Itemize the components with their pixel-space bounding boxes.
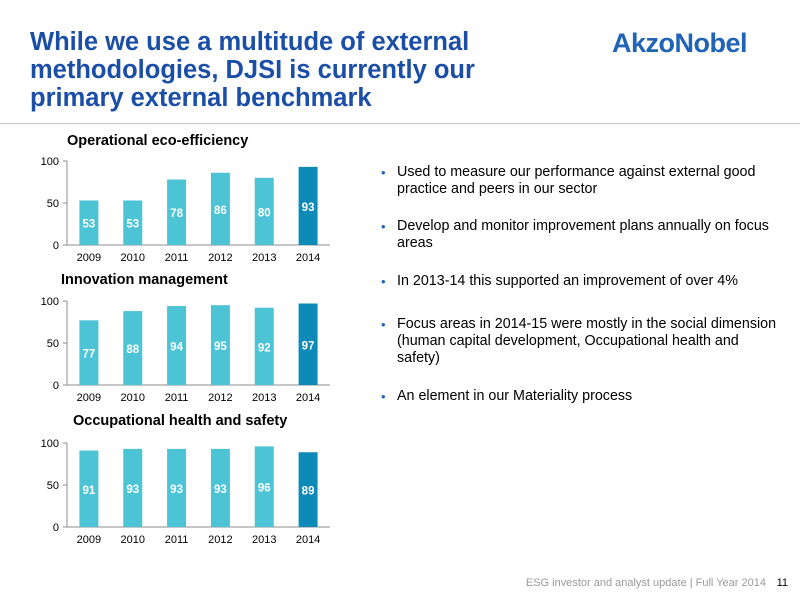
x-tick-label: 2012 <box>208 252 232 264</box>
bar-2013 <box>254 307 274 385</box>
x-tick-label: 2014 <box>296 534 320 546</box>
data-label: 86 <box>214 205 227 217</box>
page-number: 11 <box>776 577 788 589</box>
data-label: 92 <box>258 342 271 354</box>
x-tick-label: 2011 <box>165 392 189 404</box>
x-tick-label: 2011 <box>165 534 189 546</box>
bullet-item: • Focus areas in 2014-15 were mostly in t… <box>379 316 779 367</box>
y-tick-label: 50 <box>47 480 59 492</box>
bullet-item: • Develop and monitor improvement plans a… <box>379 218 779 252</box>
bar-2010 <box>123 448 143 527</box>
x-tick-label: 2013 <box>252 534 276 546</box>
x-tick-label: 2010 <box>121 392 145 404</box>
bar-2009 <box>79 200 99 245</box>
bullet-text: Focus areas in 2014-15 were mostly in th… <box>397 316 777 366</box>
chart-title-eco-efficiency: Operational eco-efficiency <box>67 133 249 149</box>
bullet-dot-icon: • <box>381 274 386 289</box>
bar-2009 <box>79 450 99 527</box>
bar-2009 <box>79 320 99 385</box>
x-tick-label: 2011 <box>165 252 189 264</box>
bar-2014 <box>298 303 318 385</box>
data-label: 53 <box>126 219 139 231</box>
bar-2012 <box>210 172 230 245</box>
x-tick-label: 2012 <box>208 392 232 404</box>
bullet-dot-icon: • <box>381 389 386 404</box>
chart-health-safety: 0 50 100 91 2009 93 2010 93 2011 93 2012 96 2013 89 20… <box>41 438 330 546</box>
bar-2014 <box>298 166 318 245</box>
bullet-text: Used to measure our performance against … <box>397 164 756 197</box>
bullet-dot-icon: • <box>381 165 386 180</box>
y-tick-label: 100 <box>41 156 59 168</box>
bar-2013 <box>254 177 274 245</box>
chart-title-health-safety: Occupational health and safety <box>73 413 288 429</box>
data-label: 77 <box>83 349 96 361</box>
chart-title-innovation: Innovation management <box>61 272 228 288</box>
bullet-item: • An element in our Materiality process <box>379 388 779 405</box>
x-tick-label: 2009 <box>77 534 101 546</box>
header-divider <box>0 123 800 124</box>
data-label: 88 <box>126 344 139 356</box>
data-label: 97 <box>302 340 315 352</box>
y-tick-label: 0 <box>53 522 59 534</box>
bar-2011 <box>167 179 187 245</box>
data-label: 93 <box>170 484 183 496</box>
x-tick-label: 2010 <box>121 252 145 264</box>
bar-2011 <box>167 306 187 385</box>
x-tick-label: 2014 <box>296 252 320 264</box>
x-tick-label: 2009 <box>77 252 101 264</box>
y-tick-label: 50 <box>47 198 59 210</box>
bar-2014 <box>298 452 318 527</box>
bullet-text: Develop and monitor improvement plans an… <box>397 218 769 251</box>
x-tick-label: 2013 <box>252 392 276 404</box>
data-label: 93 <box>214 484 227 496</box>
bullet-text: In 2013-14 this supported an improvement… <box>397 273 738 289</box>
bar-2012 <box>210 305 230 385</box>
data-label: 93 <box>126 484 139 496</box>
akzonobel-logo: AkzoNobel <box>612 28 748 58</box>
x-tick-label: 2010 <box>121 534 145 546</box>
bar-2010 <box>123 200 143 245</box>
bullet-text: An element in our Materiality process <box>397 388 633 404</box>
y-tick-label: 100 <box>41 438 59 450</box>
y-tick-label: 0 <box>53 380 59 392</box>
bullet-item: • In 2013-14 this supported an improvemen… <box>379 273 779 290</box>
y-tick-label: 50 <box>47 338 59 350</box>
x-tick-label: 2009 <box>77 392 101 404</box>
bar-2010 <box>123 311 143 385</box>
x-tick-label: 2012 <box>208 534 232 546</box>
bullet-dot-icon: • <box>381 317 386 332</box>
chart-innovation: 0 50 100 77 2009 88 2010 94 2011 95 2012 92 2013 97 20… <box>41 296 330 404</box>
data-label: 91 <box>83 485 96 497</box>
bullet-item: • Used to measure our performance against… <box>379 164 779 198</box>
data-label: 94 <box>170 342 183 354</box>
bullet-dot-icon: • <box>381 219 386 234</box>
data-label: 80 <box>258 207 271 219</box>
bar-2013 <box>254 446 274 527</box>
footer-text: ESG investor and analyst update | Full Y… <box>525 577 766 589</box>
x-tick-label: 2013 <box>252 252 276 264</box>
data-label: 89 <box>302 486 315 498</box>
y-tick-label: 0 <box>53 240 59 252</box>
slide-title: While we use a multitude of external met… <box>30 28 475 112</box>
bullet-list: • Used to measure our performance against… <box>379 164 779 425</box>
data-label: 95 <box>214 341 227 353</box>
x-tick-label: 2014 <box>296 392 320 404</box>
data-label: 93 <box>302 202 315 214</box>
data-label: 53 <box>83 219 96 231</box>
y-tick-label: 100 <box>41 296 59 308</box>
bar-2011 <box>167 448 187 527</box>
bar-2012 <box>210 448 230 527</box>
data-label: 78 <box>170 208 183 220</box>
chart-eco-efficiency: 0 50 100 53 2009 53 2010 78 2011 86 2012 80 2013 93 20… <box>41 156 330 264</box>
data-label: 96 <box>258 483 271 495</box>
